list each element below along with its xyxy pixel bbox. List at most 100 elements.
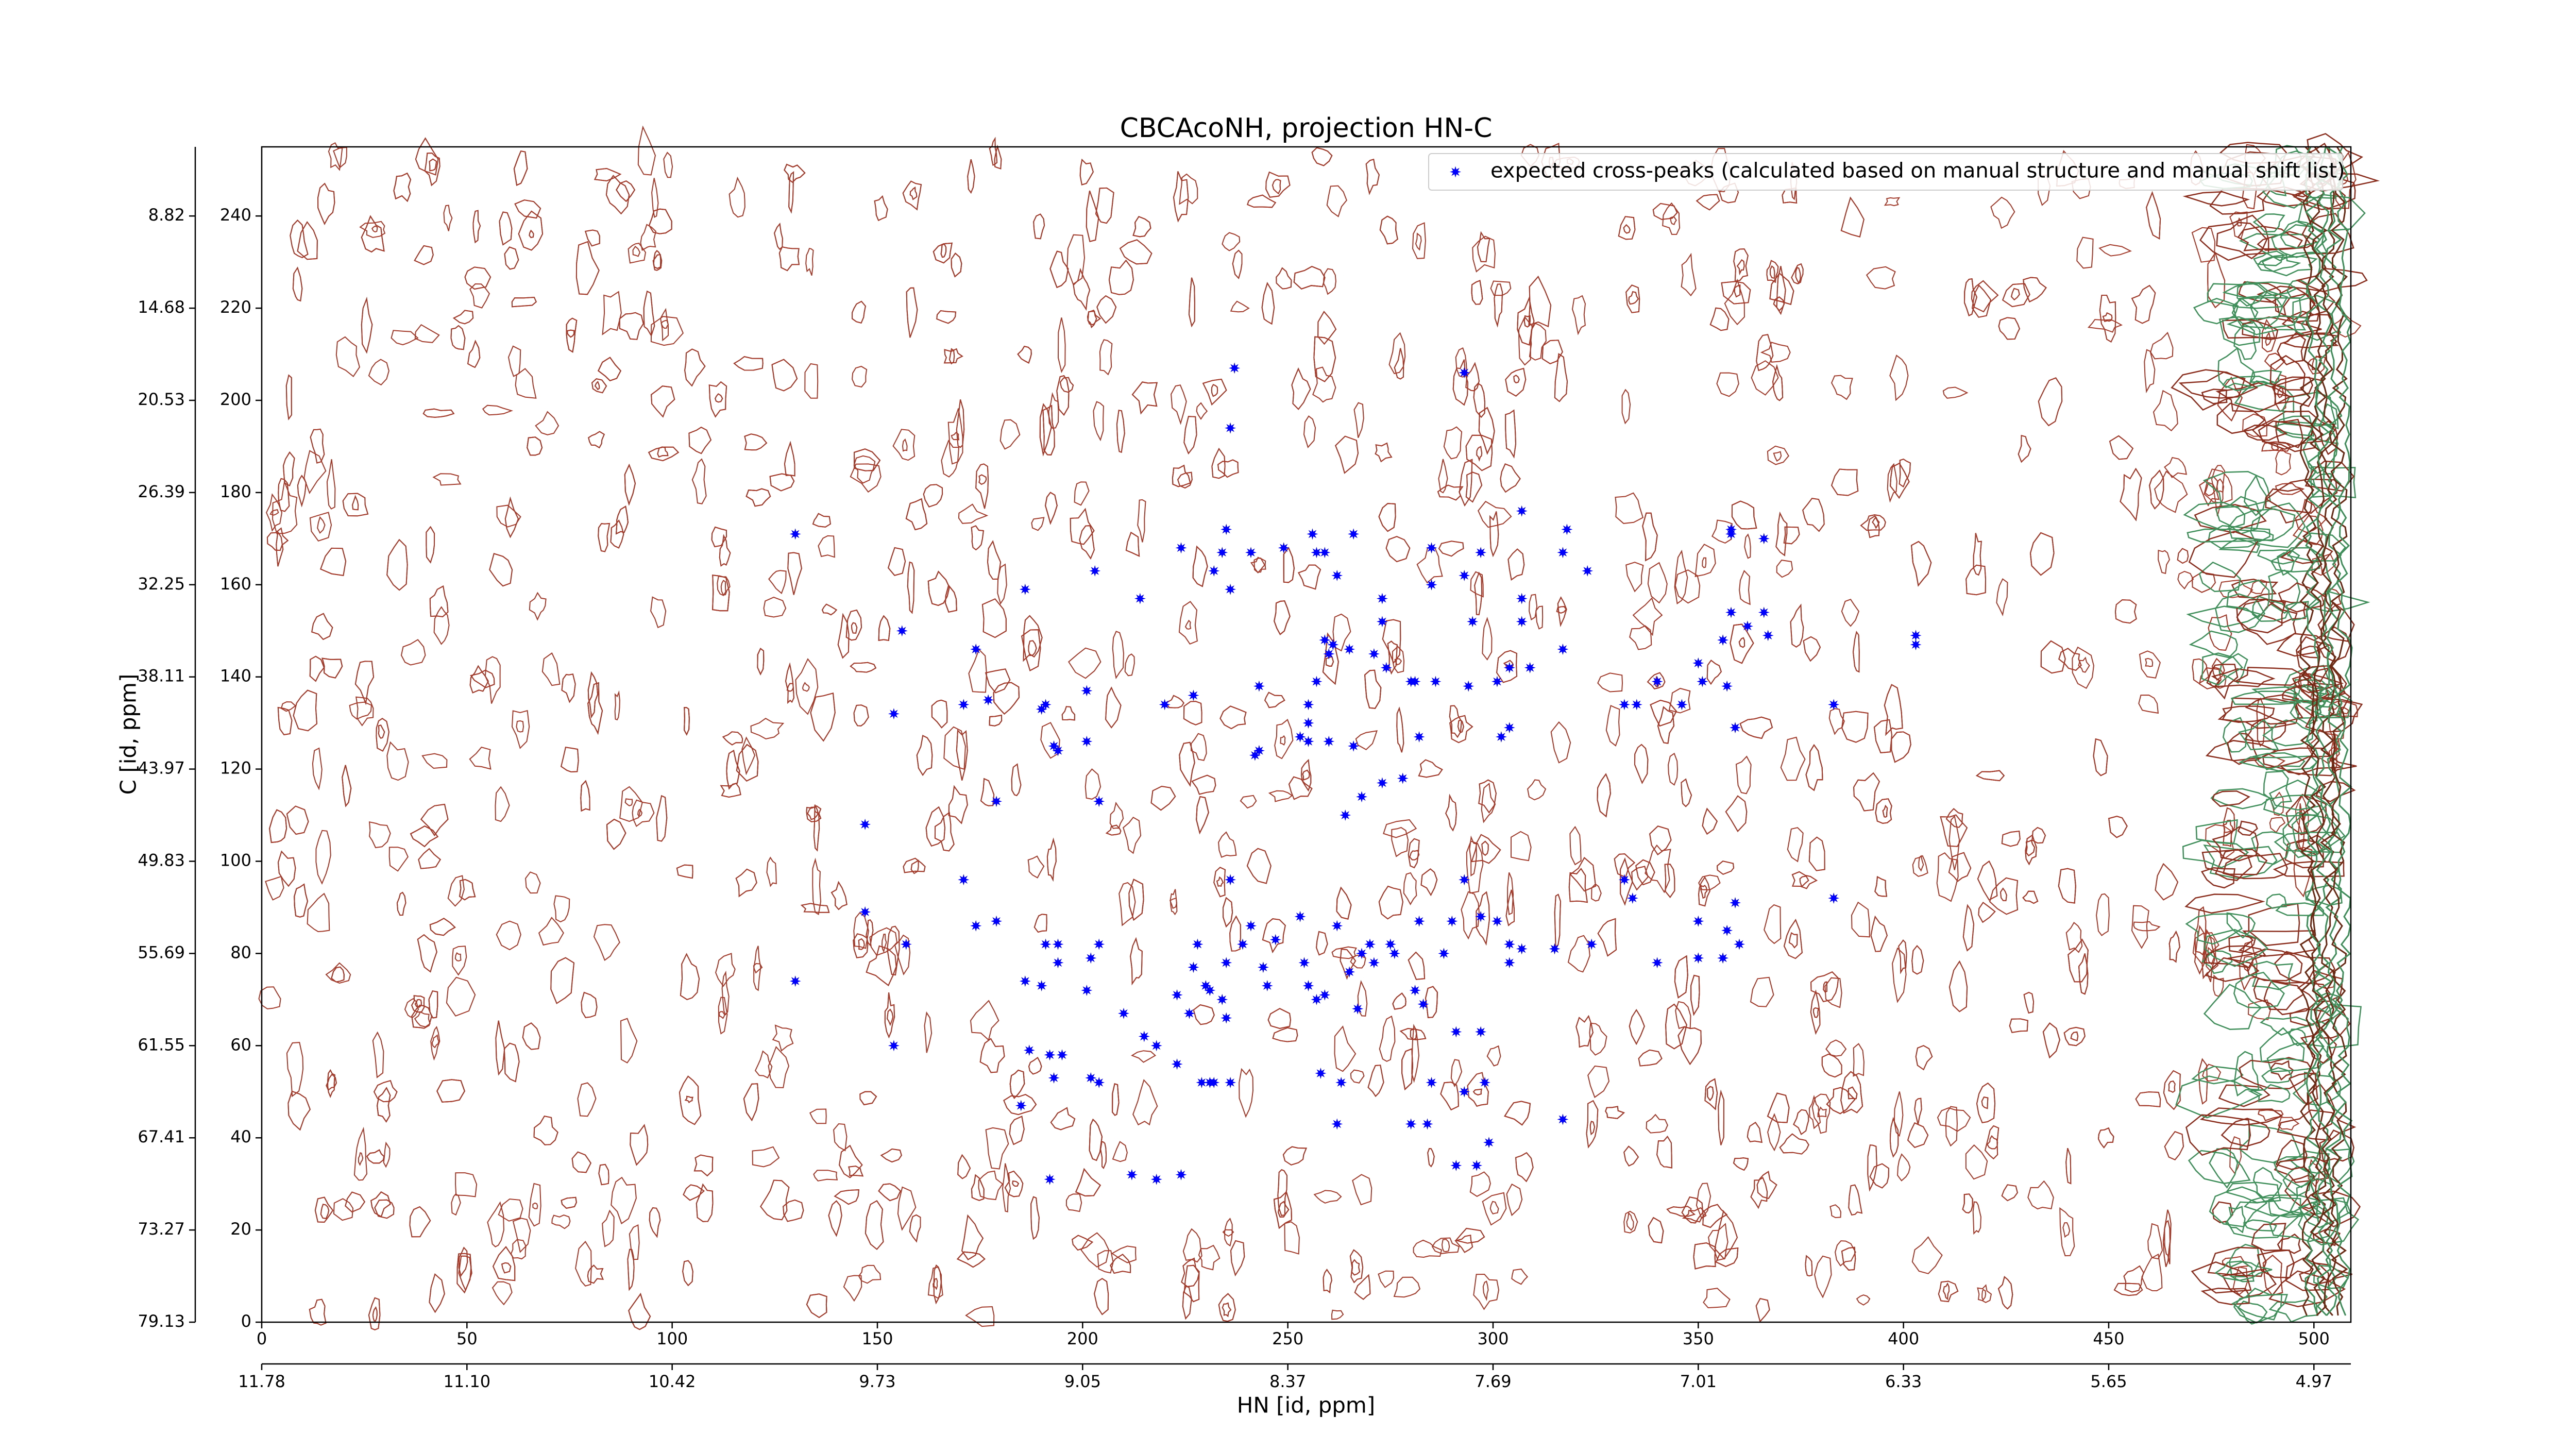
contour	[771, 359, 798, 392]
contour	[1438, 541, 1464, 557]
contour	[1623, 224, 1631, 234]
contour	[1183, 416, 1197, 454]
contour	[1089, 1118, 1103, 1161]
contour	[1978, 902, 1996, 923]
contour	[948, 785, 968, 824]
cross-peak	[1503, 938, 1515, 950]
contour	[335, 336, 360, 377]
contour	[785, 662, 794, 704]
contour	[1075, 1168, 1101, 1197]
contour	[778, 246, 800, 272]
contour	[1313, 1190, 1342, 1204]
contour	[1028, 640, 1037, 656]
contour	[1702, 557, 1707, 568]
contour	[1387, 640, 1398, 675]
contour	[2201, 849, 2268, 875]
contour	[2138, 694, 2159, 714]
contour	[1250, 556, 1266, 573]
contour	[1378, 503, 1396, 532]
contour	[2023, 991, 2035, 1014]
contour	[1105, 824, 1122, 836]
y-tick-label: 180	[220, 482, 251, 501]
contour	[1336, 886, 1352, 920]
y-tick-label: 60	[230, 1035, 251, 1054]
contour	[1764, 904, 1782, 944]
contour	[1569, 825, 1582, 866]
contour	[878, 615, 891, 642]
contour	[535, 411, 560, 435]
contour	[708, 381, 727, 418]
contour	[2201, 950, 2233, 974]
x-tick-label: 450	[2093, 1329, 2124, 1348]
contour	[1192, 545, 1208, 587]
contour	[1109, 801, 1124, 829]
contour	[1963, 278, 1977, 316]
contour	[1693, 1242, 1716, 1270]
contour	[1027, 855, 1045, 879]
contour	[1853, 772, 1880, 812]
contour	[2280, 220, 2326, 249]
contour	[1767, 445, 1789, 465]
cross-peak	[1138, 1031, 1150, 1042]
contour	[839, 1144, 863, 1178]
cross-peak	[1762, 630, 1774, 642]
contour	[744, 433, 768, 451]
contour	[458, 1246, 468, 1277]
contour	[2209, 1148, 2239, 1189]
contour	[280, 701, 296, 712]
contour	[1331, 1309, 1344, 1320]
contour	[1232, 249, 1243, 279]
contour	[1445, 794, 1457, 832]
contour	[2135, 1091, 2161, 1107]
contour	[956, 399, 965, 448]
cross-peak	[958, 699, 970, 711]
contour	[651, 385, 675, 418]
contour	[1247, 194, 1277, 208]
contour	[1989, 877, 2019, 915]
contour	[1945, 808, 1963, 828]
contour	[752, 1146, 780, 1168]
contour	[887, 547, 906, 576]
contour	[853, 704, 869, 727]
cross-peak	[1516, 616, 1528, 628]
contour	[610, 519, 624, 549]
contour	[1230, 300, 1250, 313]
contour	[1033, 213, 1045, 240]
contour	[2257, 254, 2301, 272]
contour	[2226, 579, 2270, 618]
contour	[722, 731, 743, 746]
contour	[1490, 280, 1512, 296]
contour	[2282, 1165, 2311, 1197]
contour	[1264, 691, 1285, 708]
contour	[897, 1186, 917, 1231]
contour	[1110, 1254, 1131, 1274]
contour	[1615, 492, 1644, 524]
contour	[1023, 615, 1043, 662]
contour	[1300, 758, 1312, 792]
contour	[648, 208, 672, 234]
cross-peak	[1409, 985, 1421, 996]
contour	[1799, 875, 1809, 888]
contour	[980, 778, 995, 806]
contour	[1379, 215, 1398, 245]
cross-peak	[1331, 1118, 1343, 1130]
contour	[2108, 816, 2128, 838]
contour	[1709, 307, 1730, 331]
cross-peak	[1651, 957, 1663, 969]
contour	[469, 746, 492, 770]
contour	[2285, 1257, 2329, 1291]
contour	[2001, 1184, 2018, 1202]
contour	[1823, 981, 1827, 993]
contour	[391, 330, 419, 346]
contour	[499, 211, 513, 246]
contour	[978, 474, 987, 485]
contour	[923, 484, 943, 508]
contour	[1787, 827, 1804, 863]
contour	[1803, 636, 1821, 662]
cross-peak	[1150, 1173, 1162, 1185]
contour	[411, 1004, 432, 1029]
contour	[1124, 653, 1135, 677]
contour	[1274, 600, 1291, 635]
contour	[2231, 297, 2302, 329]
contour	[1831, 468, 1859, 496]
